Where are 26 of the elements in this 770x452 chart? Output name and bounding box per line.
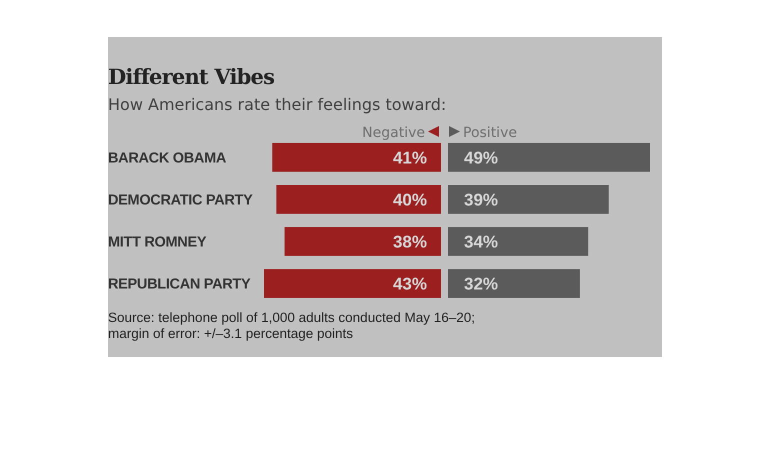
bar: [272, 142, 441, 172]
legend-label: Positive: [463, 125, 517, 141]
chart-title: Different Vibes: [108, 64, 274, 89]
y-tick-label: BARACK OBAMA: [108, 150, 227, 166]
bar: [448, 269, 580, 298]
legend-label: Negative: [362, 125, 425, 141]
text: margin of error: +/–3.1 percentage points: [108, 326, 354, 341]
bar: [448, 185, 609, 214]
chart-subtitle: How Americans rate their feelings toward:: [108, 95, 446, 114]
data-label: 38%: [392, 232, 427, 252]
data-label: 40%: [392, 190, 427, 210]
data-label: 49%: [464, 148, 498, 168]
data-label: 39%: [464, 190, 498, 210]
bar: [276, 185, 441, 214]
y-tick-label: MITT ROMNEY: [108, 234, 207, 250]
bar: [448, 227, 588, 256]
bar: [448, 142, 650, 172]
y-tick-label: REPUBLICAN PARTY: [108, 276, 251, 293]
y-tick-label: DEMOCRATIC PARTY: [108, 192, 254, 208]
bar: [264, 269, 441, 298]
bar: [284, 227, 441, 256]
data-label: 34%: [464, 232, 498, 252]
source-note: Source: telephone poll of 1,000 adults conducted May 16–20;: [108, 310, 476, 325]
data-label: 43%: [392, 274, 427, 294]
data-label: 41%: [392, 148, 427, 168]
data-label: 32%: [464, 274, 498, 294]
